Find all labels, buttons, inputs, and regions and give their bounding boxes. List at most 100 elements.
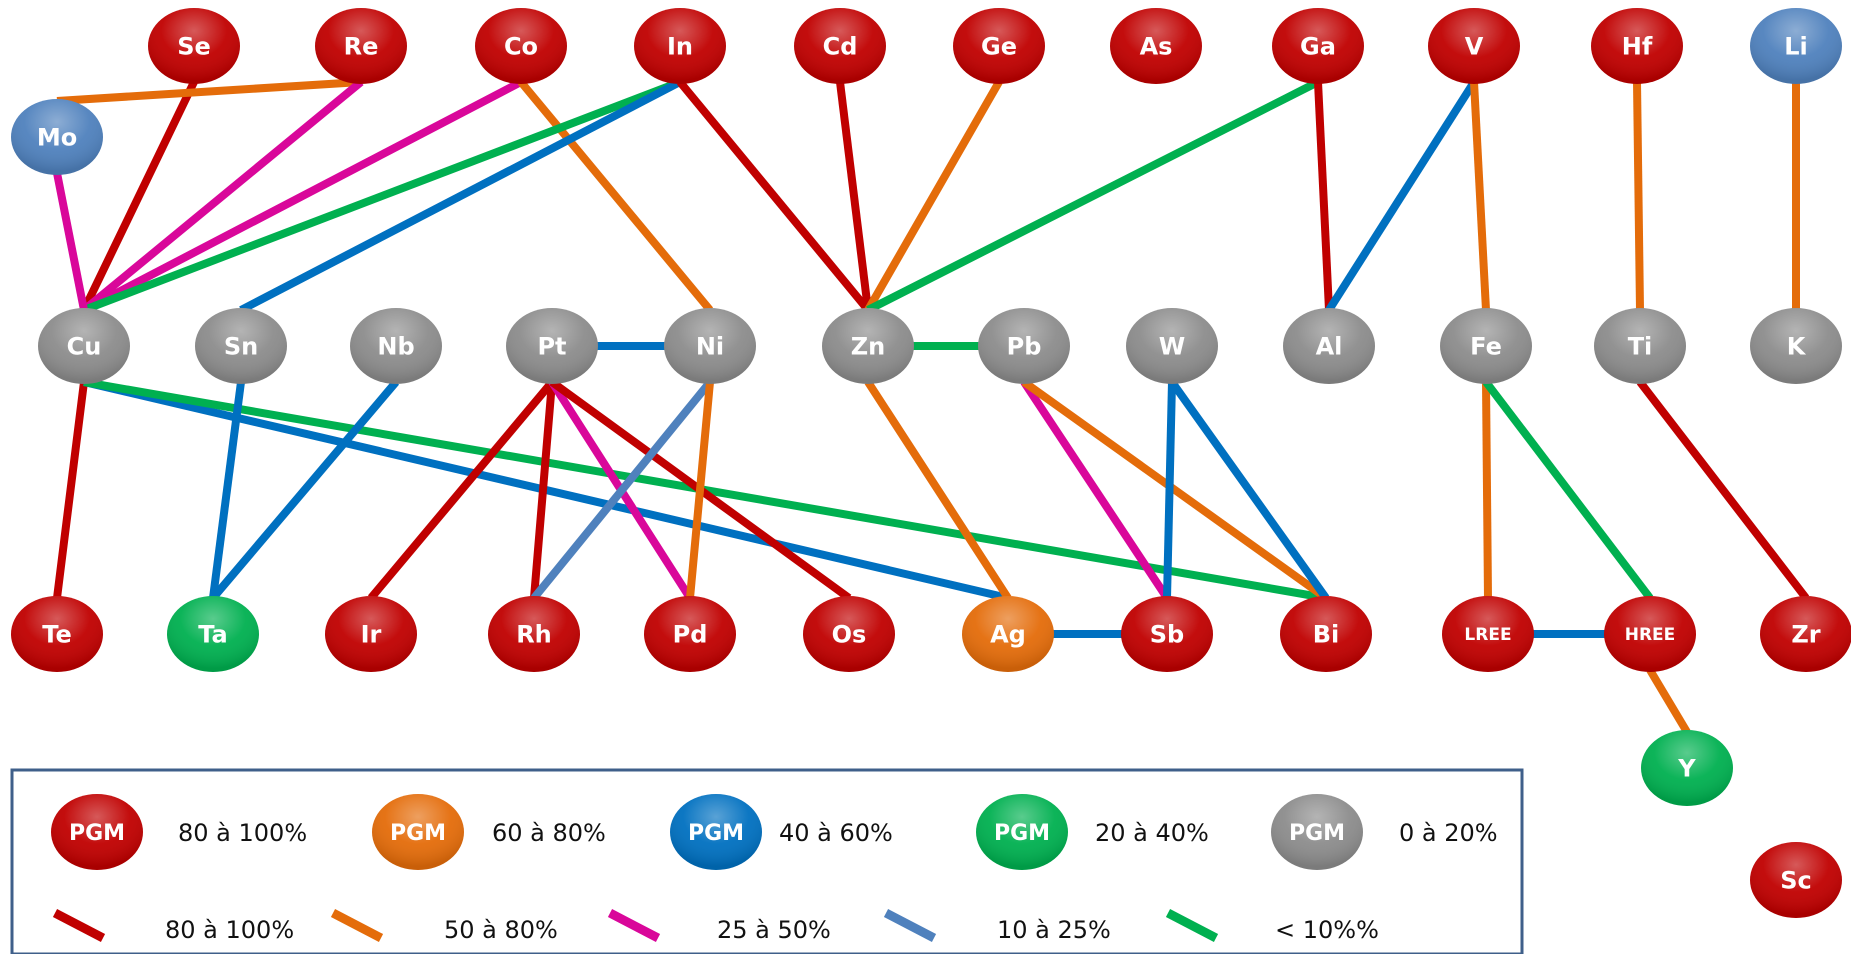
edge-in-sn (239, 78, 682, 314)
node-te-label: Te (42, 621, 71, 649)
node-ir: Ir (325, 596, 417, 672)
node-pb-label: Pb (1007, 333, 1042, 361)
node-zn-label: Zn (851, 333, 886, 361)
edge-in-zn (676, 79, 872, 313)
node-se-label: Se (177, 33, 211, 61)
node-ag-label: Ag (990, 621, 1026, 649)
legend-edge-range-5: < 10%% (1275, 916, 1379, 944)
edges-layer (53, 78, 1810, 735)
node-hree-label: HREE (1625, 625, 1676, 645)
legend-node-swatch-3: PGM (670, 794, 762, 870)
edge-ga-zn (866, 78, 1320, 314)
edge-mo-cu (53, 172, 88, 311)
edge-pb-sb (1020, 379, 1171, 601)
node-y-label: Y (1677, 755, 1696, 783)
legend-edge-range-3: 25 à 50% (717, 916, 831, 944)
node-mo: Mo (11, 99, 103, 175)
edge-ni-rh (530, 379, 714, 601)
node-sn-label: Sn (224, 333, 258, 361)
legend-edge-range-2: 50 à 80% (444, 916, 558, 944)
edge-re-cu (81, 78, 364, 314)
node-cd: Cd (794, 8, 886, 84)
node-rh-label: Rh (516, 621, 552, 649)
node-nb: Nb (350, 308, 442, 384)
node-w: W (1126, 308, 1218, 384)
edge-v-al (1325, 79, 1478, 313)
legend-node-swatch-2: PGM (372, 794, 464, 870)
edge-ga-al (1314, 81, 1333, 311)
edge-hf-ti (1633, 81, 1644, 311)
legend-edge-range-1: 80 à 100% (165, 916, 294, 944)
edge-in-cu (82, 78, 682, 314)
node-y: Y (1641, 730, 1733, 806)
node-li-label: Li (1784, 33, 1808, 61)
node-ti: Ti (1594, 308, 1686, 384)
edge-co-cu (82, 78, 523, 314)
node-co: Co (475, 8, 567, 84)
legend-node-swatch-4: PGM (976, 794, 1068, 870)
node-re-label: Re (344, 33, 379, 61)
legend-edge-swatch-4 (883, 909, 937, 942)
edge-fe-lree (1482, 381, 1492, 599)
node-pb: Pb (978, 308, 1070, 384)
legend-edge-range-4: 10 à 25% (997, 916, 1111, 944)
node-ir-label: Ir (361, 621, 382, 649)
edge-v-fe (1470, 81, 1490, 311)
node-w-label: W (1159, 333, 1185, 361)
node-fe: Fe (1440, 308, 1532, 384)
edge-mo-re (56, 78, 362, 105)
node-in-label: In (667, 33, 693, 61)
edge-cd-zn (836, 81, 872, 311)
node-v: V (1428, 8, 1520, 84)
node-te: Te (11, 596, 103, 672)
edge-co-ni (517, 79, 714, 313)
node-ge-label: Ge (981, 33, 1017, 61)
node-al-label: Al (1316, 333, 1343, 361)
node-bi-label: Bi (1313, 621, 1340, 649)
node-sb-label: Sb (1150, 621, 1184, 649)
node-cd-label: Cd (823, 33, 858, 61)
node-cu: Cu (38, 308, 130, 384)
edge-pt-rh (530, 381, 556, 599)
edge-w-bi (1168, 379, 1330, 601)
legend-node-swatch-3-label: PGM (688, 821, 744, 846)
edge-ni-pd (686, 381, 714, 599)
node-zr-label: Zr (1791, 621, 1820, 649)
node-ga-label: Ga (1300, 33, 1336, 61)
edge-ti-zr (1636, 379, 1810, 601)
legend-node-range-2: 60 à 80% (492, 819, 606, 847)
legend-node-swatch-1: PGM (51, 794, 143, 870)
node-k: K (1750, 308, 1842, 384)
legend-node-range-3: 40 à 60% (779, 819, 893, 847)
node-k-label: K (1787, 333, 1807, 361)
legend-node-range-4: 20 à 40% (1095, 819, 1209, 847)
node-li: Li (1750, 8, 1842, 84)
node-pd: Pd (644, 596, 736, 672)
node-ga: Ga (1272, 8, 1364, 84)
node-hf: Hf (1591, 8, 1683, 84)
node-re: Re (315, 8, 407, 84)
node-hf-label: Hf (1622, 33, 1653, 61)
node-pd-label: Pd (673, 621, 708, 649)
legend-edge-swatch-2 (330, 909, 384, 942)
node-ni: Ni (664, 308, 756, 384)
node-ti-label: Ti (1628, 333, 1653, 361)
edge-w-sb (1163, 381, 1176, 599)
legend-node-swatch-5: PGM (1271, 794, 1363, 870)
node-os: Os (803, 596, 895, 672)
edge-sn-ta (209, 381, 245, 599)
legend-node-swatch-2-label: PGM (390, 821, 446, 846)
edge-fe-hree (1482, 379, 1654, 601)
node-pt-label: Pt (537, 333, 566, 361)
node-ta-label: Ta (198, 621, 227, 649)
legend-edge-swatch-5 (1165, 909, 1219, 942)
edge-zn-ag (864, 379, 1012, 601)
node-v-label: V (1465, 33, 1484, 61)
edge-pt-ir (367, 379, 556, 601)
node-ag: Ag (962, 596, 1054, 672)
edge-ge-zn (864, 80, 1003, 312)
node-rh: Rh (488, 596, 580, 672)
node-co-label: Co (504, 33, 538, 61)
node-zr: Zr (1760, 596, 1851, 672)
